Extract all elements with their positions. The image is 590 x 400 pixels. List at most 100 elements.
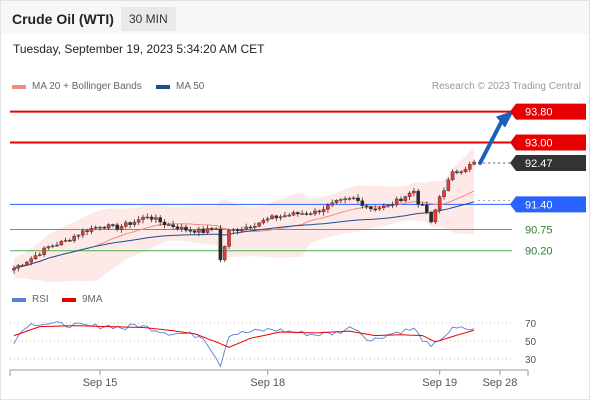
candle-body — [214, 228, 218, 230]
candle-body — [38, 254, 42, 256]
level-label-93.00: 93.00 — [525, 138, 553, 150]
candle-body — [261, 219, 266, 224]
candle-body — [12, 267, 16, 271]
legend-9ma-label: 9MA — [82, 294, 103, 305]
candle-body — [364, 205, 369, 207]
level-label-90.20: 90.20 — [525, 246, 553, 258]
time-axis: Sep 15 Sep 18 Sep 19 Sep 28 — [9, 369, 529, 389]
candle-body — [46, 246, 51, 249]
candle-body — [106, 224, 111, 229]
candle-body — [283, 215, 287, 217]
candle-body — [111, 224, 115, 226]
candle-body — [468, 164, 472, 170]
candle-body — [308, 213, 313, 215]
candle-body — [136, 219, 141, 223]
candle-body — [403, 196, 408, 202]
candles-layer — [12, 159, 476, 274]
candle-body — [463, 169, 468, 172]
candle-body — [369, 206, 373, 210]
candle-body — [179, 226, 184, 229]
candle-body — [437, 196, 442, 210]
legend-bollinger-label: MA 20 + Bollinger Bands — [32, 81, 142, 92]
candle-body — [76, 234, 81, 237]
candle-body — [16, 265, 21, 269]
candle-body — [128, 222, 132, 225]
candle-body — [455, 171, 459, 173]
level-badges-layer: 93.80 93.00 92.47 91.40 90.75 90.20 — [510, 103, 586, 258]
candle-body — [386, 204, 390, 207]
legend-ma50: MA 50 — [156, 81, 204, 92]
candle-body — [425, 204, 429, 213]
candle-body — [240, 229, 244, 231]
timestamp: Tuesday, September 19, 2023 5:34:20 AM C… — [13, 42, 265, 56]
candle-body — [321, 209, 326, 213]
candle-body — [162, 221, 167, 226]
candle-body — [300, 213, 304, 215]
chart-header: Crude Oil (WTI) 30 MIN — [0, 0, 590, 34]
rsi-panel: 70 50 30 — [10, 319, 537, 368]
candle-body — [102, 226, 107, 229]
candle-body — [72, 236, 76, 241]
credit-text: Research © 2023 Trading Central — [431, 81, 581, 92]
bollinger-band-layer — [14, 147, 475, 283]
candle-body — [252, 225, 257, 228]
candle-body — [145, 216, 150, 219]
candle-body — [20, 264, 25, 267]
candle-body — [257, 222, 261, 227]
candle-body — [351, 197, 356, 200]
candle-body — [412, 190, 416, 194]
candle-body — [171, 224, 175, 227]
candle-body — [231, 229, 236, 231]
target-arrow-layer — [478, 110, 514, 166]
candle-body — [450, 171, 455, 181]
x-tick-label: Sep 18 — [250, 377, 285, 389]
candle-body — [360, 200, 365, 206]
level-label-91.40: 91.40 — [525, 199, 553, 211]
candle-body — [149, 216, 154, 220]
candle-body — [394, 198, 399, 205]
candle-body — [201, 228, 206, 233]
candle-body — [334, 200, 339, 203]
candle-body — [296, 212, 300, 215]
candle-body — [390, 204, 395, 206]
candle-body — [313, 210, 317, 214]
level-badge-93.80 — [510, 103, 586, 120]
candle-body — [25, 261, 29, 266]
candle-body — [123, 222, 128, 227]
candle-body — [347, 198, 352, 200]
rsi-tick-label-30: 30 — [525, 355, 537, 366]
legend-bollinger: MA 20 + Bollinger Bands — [12, 81, 142, 92]
candle-body — [433, 209, 438, 223]
candle-body — [339, 199, 343, 201]
candle-body — [326, 204, 330, 210]
candle-body — [205, 228, 210, 233]
candle-body — [429, 212, 433, 223]
chart-title: Crude Oil (WTI) — [12, 11, 114, 27]
candle-body — [158, 217, 163, 223]
candle-body — [222, 246, 227, 261]
candle-body — [446, 179, 451, 191]
level-label-93.80: 93.80 — [525, 107, 553, 119]
candle-body — [442, 190, 446, 197]
candle-body — [218, 228, 223, 261]
level-badge-92.47 — [510, 155, 586, 172]
candle-body — [382, 205, 386, 208]
target-arrow-shaft — [478, 118, 504, 166]
candle-body — [274, 215, 279, 219]
candle-body — [373, 208, 378, 211]
level-badge-93.00 — [510, 134, 586, 151]
timeframe-button[interactable]: 30 MIN — [121, 7, 176, 31]
rsi-tick-label-50: 50 — [525, 337, 537, 348]
candle-body — [42, 247, 46, 255]
rsi-swatch — [12, 297, 26, 302]
legend-9ma: 9MA — [62, 294, 103, 305]
candle-body — [188, 229, 193, 232]
ma50-swatch — [156, 84, 170, 89]
rsi-9ma-line — [13, 325, 475, 348]
candle-body — [119, 226, 124, 230]
candle-body — [89, 228, 94, 232]
level-badge-91.40 — [510, 196, 586, 213]
candle-body — [184, 226, 188, 231]
legend-rsi: RSI — [12, 294, 49, 305]
